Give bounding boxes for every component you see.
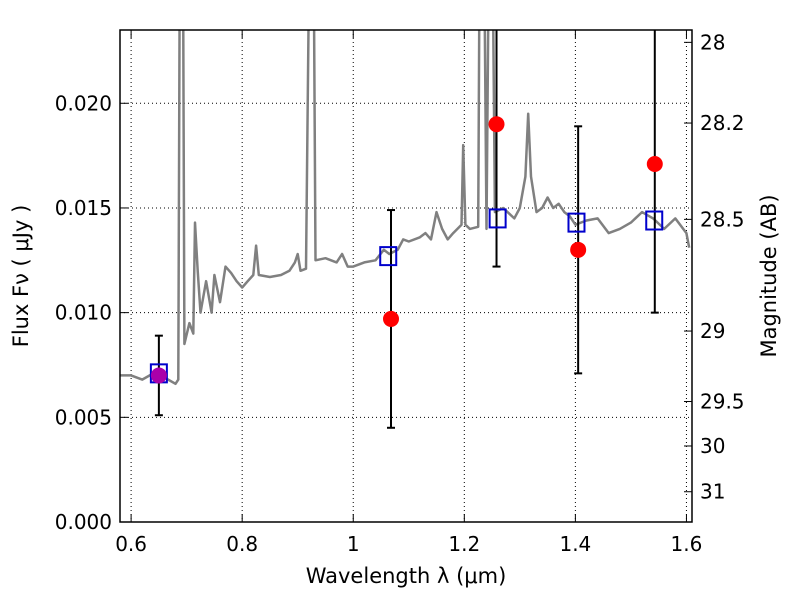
observed-flux-point — [150, 367, 167, 384]
x-tick-label: 0.6 — [115, 532, 147, 556]
y-tick-label: 0.005 — [55, 405, 112, 429]
observed-flux-point — [646, 155, 663, 172]
y-axis-label: Flux Fν ( μJy ) — [9, 205, 33, 348]
x-axis-label: Wavelength λ (μm) — [306, 564, 507, 588]
y2-tick-label: 31 — [700, 480, 725, 504]
x-tick-label: 1.2 — [448, 532, 480, 556]
plot-frame — [119, 29, 693, 523]
x-tick-label: 1 — [347, 532, 360, 556]
y2-axis-label: Magnitude (AB) — [757, 194, 781, 357]
x-tick-label: 0.8 — [226, 532, 258, 556]
spectrum-line — [120, 30, 691, 386]
y2-tick-label: 29.5 — [700, 390, 745, 414]
model-photometry-square — [488, 208, 507, 229]
observed-flux-points — [150, 116, 663, 384]
model-photometry-square — [567, 212, 586, 233]
x-tick-label: 1.6 — [671, 532, 703, 556]
x-tick-label: 1.4 — [559, 532, 591, 556]
y2-tick-label: 28 — [700, 30, 725, 54]
y2-tick-label: 30 — [700, 434, 725, 458]
observed-flux-point — [488, 116, 505, 133]
y-tick-label: 0.020 — [55, 91, 112, 115]
grid — [120, 30, 692, 523]
model-photometry-squares — [149, 208, 664, 384]
y-tick-label: 0.010 — [55, 301, 112, 325]
observed-flux-point — [383, 310, 400, 327]
observed-flux-point — [570, 241, 587, 258]
y2-tick-label: 29 — [700, 319, 725, 343]
y2-tick-label: 28.2 — [700, 111, 745, 135]
y-tick-label: 0.000 — [55, 510, 112, 534]
y2-tick-label: 28.5 — [700, 207, 745, 231]
axis-ticks: 0.6 0.8 1 1.2 1.4 1.6 0.000 0.005 0.010 0.015 0.02… — [55, 30, 745, 556]
model-photometry-square — [645, 210, 664, 231]
y-tick-label: 0.015 — [55, 196, 112, 220]
model-photometry-square — [379, 246, 398, 267]
plot-area — [120, 30, 691, 429]
